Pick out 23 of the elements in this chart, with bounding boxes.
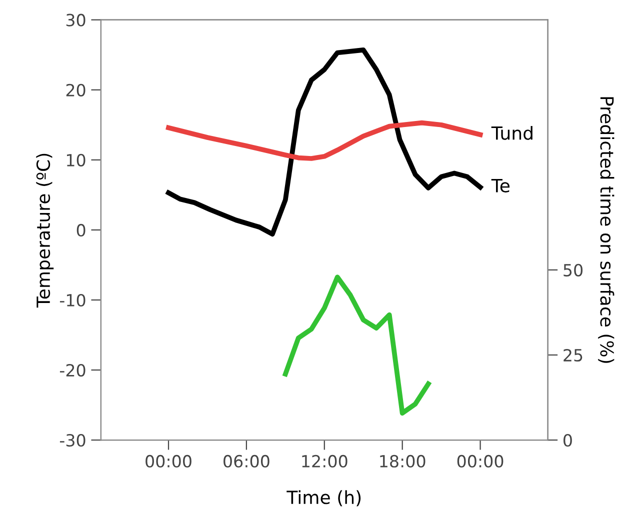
- y-axis-title: Temperature (ºC): [36, 154, 54, 308]
- y2-tick-label: 25: [564, 348, 582, 362]
- line-series: [166, 120, 483, 161]
- y-tick-label: 0: [76, 224, 86, 237]
- x-tick-label: 00:00: [457, 454, 504, 468]
- y-tick-label: -20: [60, 364, 86, 377]
- x-tick-label: 18:00: [380, 454, 426, 468]
- line-series: [166, 48, 483, 237]
- line-series: [282, 274, 431, 416]
- series-label: Tund: [491, 126, 532, 140]
- y2-tick-label: 50: [564, 264, 583, 276]
- y-tick-label: 20: [66, 84, 86, 96]
- x-tick-label: 12:00: [302, 454, 348, 468]
- y-tick-label: 10: [66, 154, 86, 166]
- y-tick-label: -30: [60, 434, 86, 447]
- x-tick-label: 06:00: [224, 454, 270, 468]
- y2-tick-label: 0: [564, 434, 572, 447]
- y2-axis-title: Predicted time on surface (%): [598, 97, 614, 363]
- series-label: Te: [491, 179, 510, 192]
- y-tick-label: -10: [60, 294, 86, 307]
- y-tick-label: 30: [66, 14, 86, 26]
- x-tick-label: 00:00: [146, 454, 192, 468]
- x-axis-title: Time (h): [286, 490, 361, 506]
